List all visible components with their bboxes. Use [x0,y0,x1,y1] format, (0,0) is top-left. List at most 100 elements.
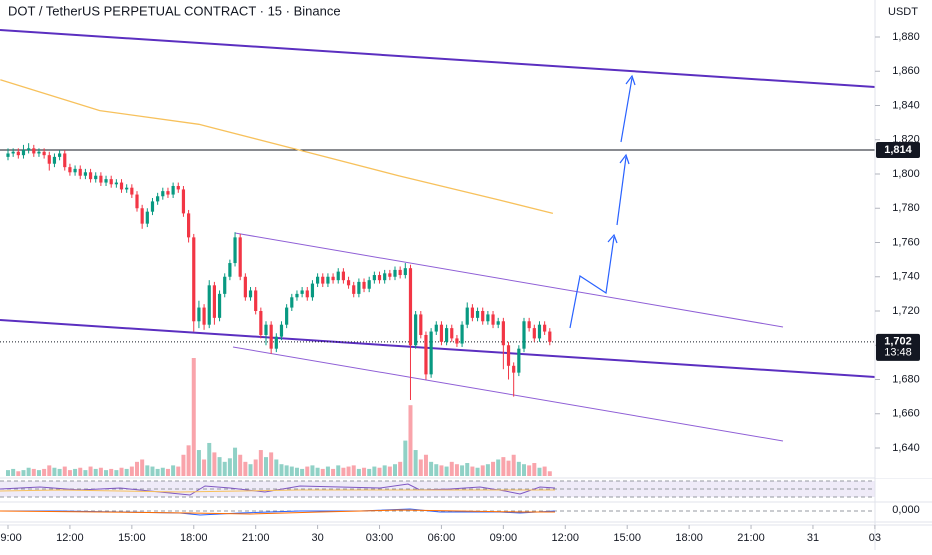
x-tick-label: 21:00 [737,532,765,544]
last-price-label: 1,702 [884,336,912,348]
x-tick-label: 31 [807,532,819,544]
x-tick-label: 15:00 [613,532,641,544]
candle-body [367,280,371,289]
x-tick-label: 15:00 [118,532,146,544]
candle-body [217,293,222,318]
volume-bar [47,465,52,476]
volume-bar [155,468,160,476]
x-tick-label: 12:00 [56,532,84,544]
candle-body [450,328,454,339]
volume-bar [11,468,16,476]
price-pane [0,29,875,476]
volume-bar [382,465,387,476]
candle-body [295,293,299,298]
x-tick-label: 21:00 [242,532,270,544]
candle-body [455,338,459,344]
candle-body [372,275,376,281]
candle-body [207,285,211,325]
volume-bar [413,450,418,476]
candle-body [285,307,289,325]
y-tick-label: 1,780 [892,202,920,214]
candle-body [192,237,196,322]
candle-body [140,208,144,224]
volume-bar [222,461,227,476]
candle-body [290,297,294,308]
volume-bar [196,450,201,476]
y-tick-label: 1,740 [892,271,920,283]
candle-body [161,191,165,197]
candle-body [419,314,423,335]
x-tick-label: 09:00 [0,532,22,544]
volume-bar [57,468,62,476]
volume-bar [145,465,150,476]
candle-body [78,168,82,176]
candle-body [326,276,330,284]
x-tick-label: 12:00 [552,532,580,544]
volume-bar [346,466,351,476]
y-tick-label: 1,640 [892,442,920,454]
candle-body [269,324,273,349]
volume-bar [470,466,475,476]
trend-line [0,319,875,378]
volume-bar [207,442,212,476]
candle-body [470,307,474,318]
price-tag [876,142,920,159]
volume-bar [119,467,124,476]
volume-bar [109,468,114,476]
candle-body [104,179,108,183]
volume-bar [274,459,279,476]
x-tick-label: 09:00 [490,532,518,544]
candle-body [145,211,149,224]
volume-bar [73,468,78,476]
volume-bar [310,465,315,476]
volume-bar [202,459,207,476]
candle-body [37,151,41,154]
candle-body [460,324,464,344]
volume-bar [444,466,449,476]
y-tick-label: 1,840 [892,99,920,111]
candle-body [99,175,103,183]
y-tick-label: 1,860 [892,65,920,77]
arrow-head [625,74,636,86]
candle-layer [6,143,552,401]
volume-bar [253,459,258,476]
volume-bar [542,466,547,476]
x-tick-label: 03 [869,532,881,544]
candle-body [150,201,155,212]
arrow-head [607,233,618,244]
candle-body [506,345,511,366]
volume-bar [325,466,330,476]
candle-body [11,151,15,154]
indicator-pane: 0,000 [0,477,932,523]
volume-bar [160,467,165,476]
volume-bar [527,465,532,476]
volume-bar [511,454,516,476]
rsi-average [0,489,555,493]
volume-bar [176,466,181,476]
volume-bar [429,461,434,476]
volume-bar [140,459,145,476]
channel-line [232,346,784,442]
volume-bar [171,465,176,476]
candle-body [259,311,263,335]
volume-bar [279,464,284,476]
candle-body [187,213,191,238]
volume-bar [52,467,57,476]
volume-bar [104,470,109,476]
candle-body [212,285,216,318]
trend-line [0,29,875,88]
candle-body [176,185,180,190]
candle-body [202,307,206,325]
volume-bar [6,470,10,476]
candle-body [501,321,505,346]
candle-body [522,321,526,349]
candle-body [398,269,402,276]
volume-bar [331,468,336,476]
volume-bar [217,457,222,476]
volume-bar [98,467,103,476]
candle-body [27,148,31,151]
candle-body [6,153,10,157]
volume-bar [243,461,248,476]
candle-body [537,324,542,339]
volume-bar [501,457,506,476]
